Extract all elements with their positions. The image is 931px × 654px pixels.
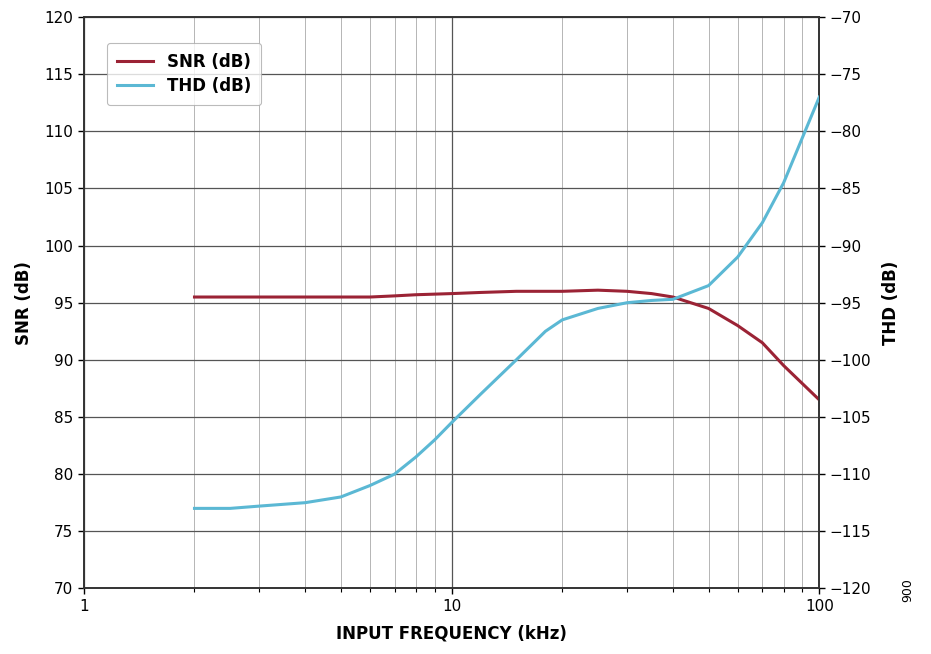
SNR (dB) xyxy=(511,287,522,295)
SNR (dB) xyxy=(189,293,200,301)
SNR (dB) xyxy=(475,288,486,296)
THD (dB) xyxy=(557,316,568,324)
THD (dB) xyxy=(703,282,714,290)
SNR (dB) xyxy=(224,293,236,301)
SNR (dB) xyxy=(778,362,789,370)
SNR (dB) xyxy=(557,287,568,295)
SNR (dB) xyxy=(335,293,346,301)
SNR (dB) xyxy=(703,305,714,313)
THD (dB) xyxy=(411,453,422,461)
THD (dB) xyxy=(732,253,743,261)
THD (dB) xyxy=(668,296,679,303)
THD (dB) xyxy=(429,436,440,444)
X-axis label: INPUT FREQUENCY (kHz): INPUT FREQUENCY (kHz) xyxy=(336,625,567,643)
THD (dB) xyxy=(475,390,486,398)
Legend: SNR (dB), THD (dB): SNR (dB), THD (dB) xyxy=(107,43,261,105)
SNR (dB) xyxy=(668,293,679,301)
THD (dB) xyxy=(540,328,551,336)
THD (dB) xyxy=(592,305,603,313)
SNR (dB) xyxy=(814,396,825,404)
THD (dB) xyxy=(189,504,200,512)
THD (dB) xyxy=(364,481,375,489)
THD (dB) xyxy=(757,219,768,227)
THD (dB) xyxy=(224,504,236,512)
THD (dB) xyxy=(646,296,657,304)
THD (dB) xyxy=(446,419,457,426)
THD (dB) xyxy=(335,493,346,501)
SNR (dB) xyxy=(411,291,422,299)
SNR (dB) xyxy=(389,292,400,300)
SNR (dB) xyxy=(592,286,603,294)
THD (dB) xyxy=(778,179,789,186)
SNR (dB) xyxy=(300,293,311,301)
THD (dB) xyxy=(253,502,264,510)
SNR (dB) xyxy=(621,287,632,295)
SNR (dB) xyxy=(446,290,457,298)
SNR (dB) xyxy=(646,290,657,298)
SNR (dB) xyxy=(732,322,743,330)
THD (dB) xyxy=(814,93,825,101)
Text: 900: 900 xyxy=(901,577,914,602)
SNR (dB) xyxy=(757,339,768,347)
SNR (dB) xyxy=(253,293,264,301)
Line: THD (dB): THD (dB) xyxy=(195,97,819,508)
SNR (dB) xyxy=(364,293,375,301)
THD (dB) xyxy=(389,470,400,478)
THD (dB) xyxy=(300,499,311,507)
Line: SNR (dB): SNR (dB) xyxy=(195,290,819,400)
Y-axis label: SNR (dB): SNR (dB) xyxy=(16,261,34,345)
THD (dB) xyxy=(511,356,522,364)
THD (dB) xyxy=(621,299,632,307)
Y-axis label: THD (dB): THD (dB) xyxy=(883,260,900,345)
